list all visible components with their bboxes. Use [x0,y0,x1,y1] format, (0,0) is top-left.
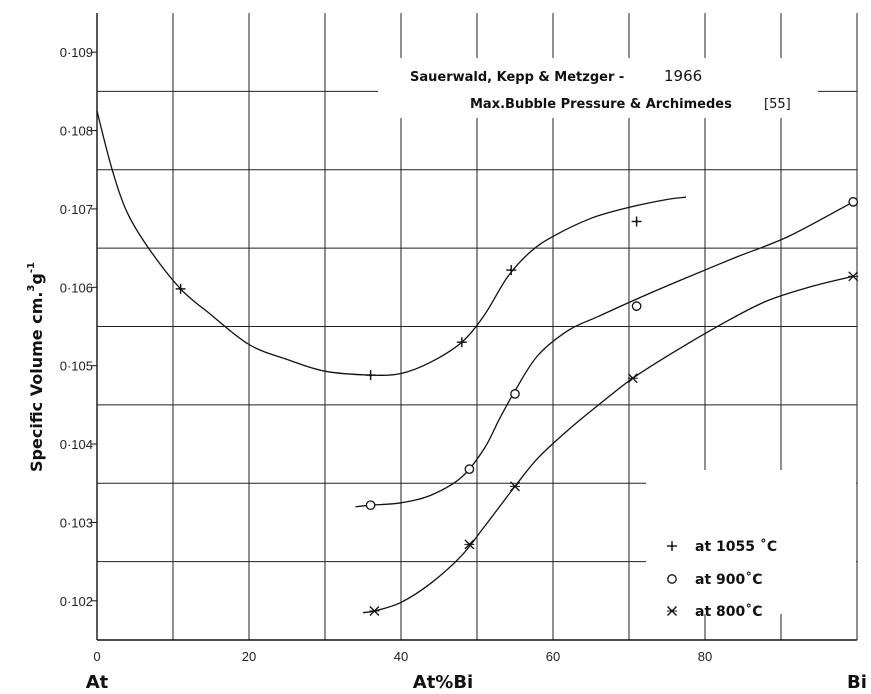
tick-labels: 0·102 0·103 0·104 0·105 0·106 0·107 0·108 0·109… [60,45,712,664]
x-axis-right-label: Bi [847,672,867,693]
y-axis-title-main: Specific Volume cm. [27,292,46,472]
legend-marker-1 [667,541,677,551]
x-axis-left-label: At [86,672,109,693]
x-tick-label: 20 [242,649,256,664]
y-tick-label: 0·103 [60,515,93,530]
annotation-ref: [55] [764,97,791,112]
legend-label-2: at 900˚C [695,571,763,588]
data-point-series-3 [369,606,380,616]
legend-marker-2 [667,574,677,584]
data-point-series-2 [365,500,376,511]
y-tick-label: 0·105 [60,359,93,374]
svg-text:Specific Volume cm.3g-1: Specific Volume cm.3g-1 [26,262,46,472]
annotation-authors: Sauerwald, Kepp & Metzger - [410,70,624,85]
x-tick-label: 40 [394,649,408,664]
y-tick-label: 0·102 [60,594,93,609]
y-tick-label: 0·107 [60,202,93,217]
axes [96,13,857,641]
y-tick-label: 0·108 [60,124,93,139]
y-axis-title-sup1: 3 [26,285,37,292]
data-point-series-2 [631,301,642,311]
y-axis-title-g: g [27,273,46,284]
y-tick-label: 0·109 [60,45,93,60]
y-axis-title: Specific Volume cm.3g-1 [26,262,46,472]
x-tick-label: 60 [546,649,560,664]
data-point-series-2 [848,197,859,207]
x-tick-label: 0 [93,649,100,664]
y-axis-title-sup2: -1 [26,262,37,273]
data-point-series-1 [175,283,186,294]
y-tick-label: 0·106 [60,280,93,295]
data-point-series-1 [631,216,642,227]
data-point-series-1 [365,370,376,381]
series-curves [96,110,854,614]
series-curve-1 [96,110,687,376]
data-point-series-3 [627,373,638,384]
data-point-series-1 [456,337,467,348]
legend-label-1: at 1055 ˚C [695,538,777,555]
annotation-box [378,58,818,118]
legend: at 1055 ˚C at 900˚C at 800˚C [667,538,777,620]
data-point-series-3 [510,481,520,492]
y-tick-label: 0·104 [60,437,93,452]
data-point-series-2 [464,464,475,474]
series-markers [175,197,859,616]
annotation-method: Max.Bubble Pressure & Archimedes [470,97,732,112]
series-curve-3 [362,275,854,614]
legend-marker-3 [667,606,677,616]
data-point-series-3 [464,539,475,550]
data-point-series-2 [510,389,520,399]
series-curve-2 [355,201,854,508]
annotation-year: 1966 [664,67,702,85]
x-axis-title: At%Bi [413,672,473,693]
legend-label-3: at 800˚C [695,603,763,620]
legend-box [646,470,856,614]
data-point-series-3 [848,271,859,282]
x-tick-label: 80 [698,649,712,664]
data-point-series-1 [506,265,517,276]
